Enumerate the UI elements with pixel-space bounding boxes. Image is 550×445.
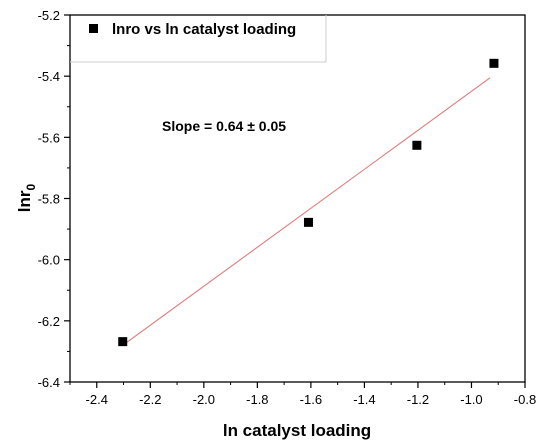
y-tick-label: -5.4 <box>38 69 60 84</box>
y-tick-label: -6.2 <box>38 314 60 329</box>
data-points <box>118 58 499 347</box>
y-tick-label: -6.0 <box>38 253 60 268</box>
x-tick-label: -2.4 <box>86 392 108 407</box>
plot-frame <box>69 14 526 383</box>
x-tick-label: -1.8 <box>246 392 268 407</box>
x-tick-label: -1.2 <box>407 392 429 407</box>
data-point <box>118 337 128 347</box>
y-tick-label: -5.8 <box>38 192 60 207</box>
x-tick-label: -1.4 <box>353 392 375 407</box>
y-axis-title-main: lnr <box>15 190 34 212</box>
slope-annotation: Slope = 0.64 ± 0.05 <box>162 118 286 134</box>
x-tick-label: -1.6 <box>300 392 322 407</box>
x-tick-label: -2.0 <box>193 392 215 407</box>
x-tick-label: -0.8 <box>514 392 536 407</box>
x-tick-label: -2.2 <box>139 392 161 407</box>
x-tick-label: -1.0 <box>460 392 482 407</box>
legend-marker <box>89 24 98 33</box>
x-axis-title: ln catalyst loading <box>223 421 371 440</box>
y-tick-label: -5.6 <box>38 130 60 145</box>
fit-line <box>122 77 491 346</box>
y-axis-title-sub: 0 <box>24 183 38 190</box>
y-tick-label: -6.4 <box>38 375 60 390</box>
data-point <box>412 140 422 150</box>
y-tick-label: -5.2 <box>38 8 60 23</box>
y-axis-title: lnr0 <box>15 183 38 212</box>
legend-label: lnro vs ln catalyst loading <box>112 21 296 38</box>
data-point <box>303 217 313 227</box>
y-axis-ticks: -6.4 -6.2 -6.0 -5.8 -5.6 -5.4 -5.2 <box>38 8 70 390</box>
data-point <box>489 58 499 68</box>
legend: lnro vs ln catalyst loading <box>70 15 327 63</box>
x-axis-ticks: -2.4 -2.2 -2.0 -1.8 -1.6 -1.4 -1.2 -1.0 -0.8 <box>69 382 536 407</box>
